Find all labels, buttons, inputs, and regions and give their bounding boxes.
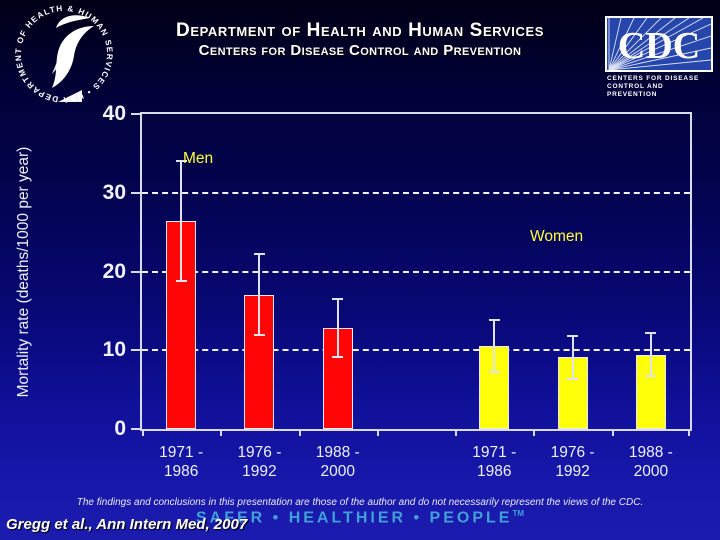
error-cap-high-men-1971---1986 [175,160,187,163]
women-series-label: Women [530,228,584,245]
error-bar-men-1988---2000 [336,299,339,357]
cdc-logo: CDC Centers for Disease Control and Prev… [605,16,713,99]
bar-men-1976---1992 [244,295,275,429]
y-tick-label-40: 40 [102,102,126,125]
cdc-logo-box: CDC [605,16,713,72]
header-titles: Department of Health and Human Services … [0,20,720,60]
y-tick-10 [131,349,140,352]
error-bar-women-1976---1992 [571,336,574,379]
hhs-eagle-icon: DEPARTMENT OF HEALTH & HUMAN SERVICES • … [14,4,113,104]
gridline-10 [142,349,690,352]
error-cap-high-women-1976---1992 [567,335,579,338]
x-tick-6 [611,429,614,436]
y-tick-20 [131,270,140,273]
y-tick-label-30: 30 [102,180,126,204]
y-tick-0 [131,428,140,430]
x-tick-label-women-1976---1992: 1976 - 1992 [550,444,595,480]
tagline-text: SAFER • HEALTHIER • PEOPLE [195,509,513,527]
tagline-tm: TM [512,509,525,518]
x-tick-5 [533,429,536,436]
cdc-title: Centers for Disease Control and Preventi… [198,42,522,59]
dept-title: Department of Health and Human Services [176,20,544,41]
error-cap-high-men-1988---2000 [332,298,344,301]
error-bar-women-1971---1986 [493,320,496,372]
cdc-acronym: CDC [618,25,700,67]
cdc-tagline-line2: Control and Prevention [607,83,664,98]
y-tick-40 [131,113,140,115]
x-tick-0 [142,429,144,436]
x-tick-2 [298,429,301,436]
cdc-rays-icon: CDC [608,18,711,70]
x-tick-label-women-1971---1986: 1971 - 1986 [472,444,517,480]
error-bar-men-1971---1986 [180,161,183,281]
men-series-label: Men [183,150,214,167]
error-cap-high-women-1971---1986 [488,319,500,322]
gridline-20 [142,270,690,273]
y-tick-label-10: 10 [102,338,126,362]
error-cap-low-men-1976---1992 [253,334,265,337]
disclaimer-text: The findings and conclusions in this pre… [76,497,644,508]
error-bar-women-1988---2000 [649,332,652,377]
error-bar-men-1976---1992 [258,254,261,336]
y-axis-label: Mortality rate (deaths/1000 per year) [15,146,32,398]
plot-area: 0 10 20 30 40 1971 - 1986 1976 - 1992 1988 - 20… [103,102,692,480]
error-cap-low-women-1971---1986 [488,370,500,373]
hhs-eagle-shape [52,15,94,102]
error-cap-high-men-1976---1992 [253,253,265,256]
safer-healthier-people-tagline: SAFER • HEALTHIER • PEOPLETM [0,509,720,527]
cdc-tagline-line1: Centers for Disease [607,75,700,82]
error-cap-low-women-1988---2000 [645,375,657,378]
x-tick-1 [220,429,223,436]
y-tick-label-20: 20 [102,259,126,283]
error-cap-low-men-1971---1986 [175,279,187,282]
y-tick-30 [131,191,140,194]
citation-text: Gregg et al., Ann Intern Med, 2007 [6,516,248,533]
x-tick-label-men-1976---1992: 1976 - 1992 [237,444,282,480]
gridline-30 [142,191,690,194]
x-tick-label-men-1971---1986: 1971 - 1986 [159,444,204,480]
error-cap-low-men-1988---2000 [332,355,344,358]
hhs-logo: DEPARTMENT OF HEALTH & HUMAN SERVICES • … [12,2,116,104]
x-tick-4 [455,429,458,436]
cdc-logo-tagline: Centers for Disease Control and Preventi… [605,75,713,99]
error-cap-low-women-1976---1992 [567,377,579,380]
x-tick-label-women-1988---2000: 1988 - 2000 [628,444,673,480]
x-tick-label-men-1988---2000: 1988 - 2000 [315,444,360,480]
x-tick-7 [688,429,690,436]
y-tick-label-0: 0 [114,417,126,440]
x-tick-3 [376,429,379,436]
error-cap-high-women-1988---2000 [645,331,657,334]
